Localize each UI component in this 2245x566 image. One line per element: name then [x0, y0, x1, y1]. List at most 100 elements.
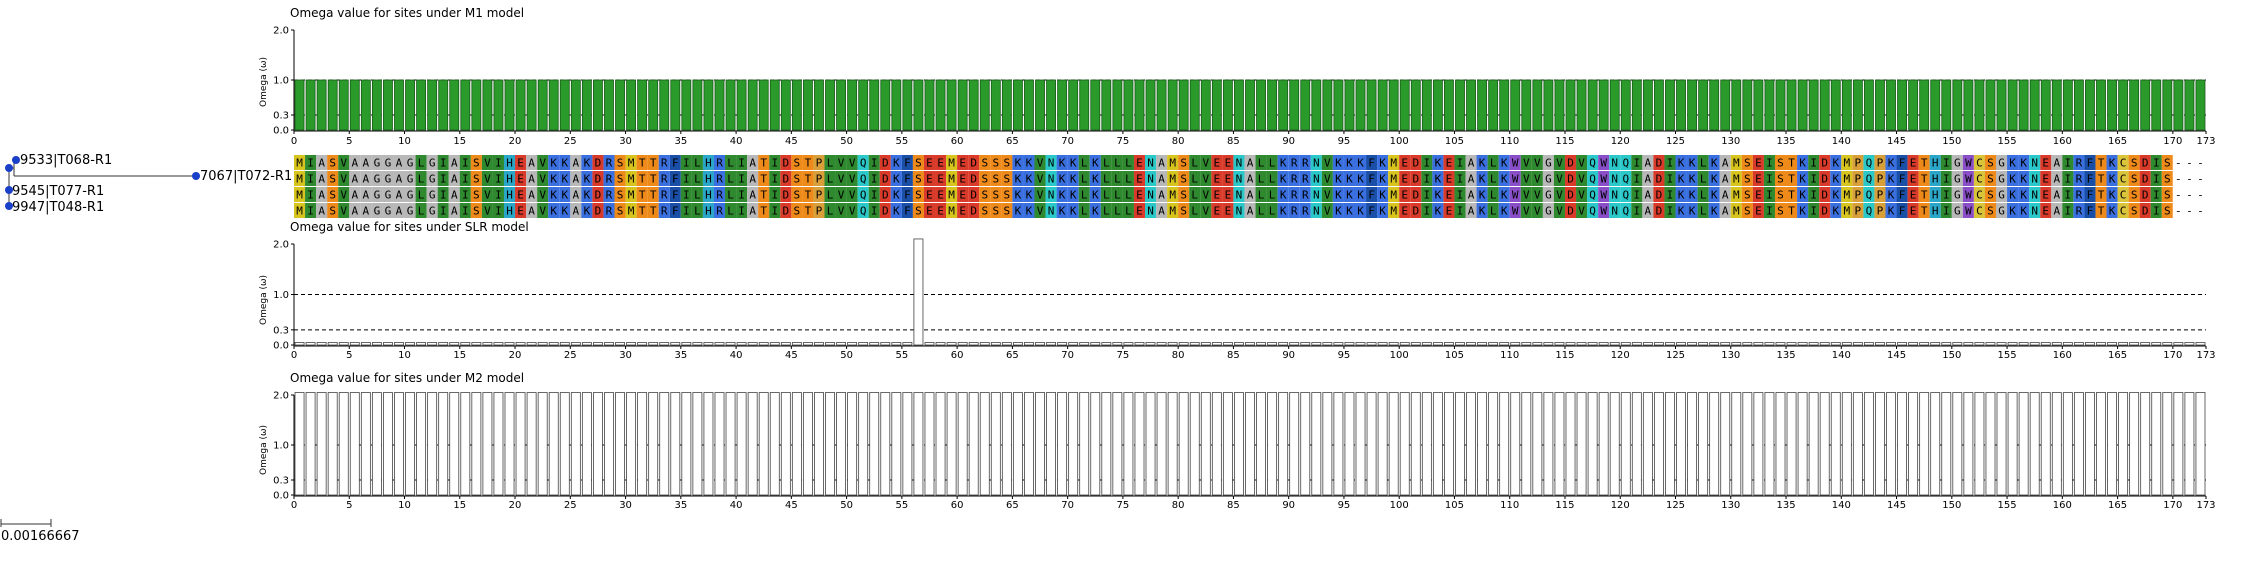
- residue-letter: S: [915, 173, 922, 186]
- omega-bar: [1653, 79, 1664, 131]
- residue-letter: K: [1059, 157, 1066, 170]
- omega-bar: [1399, 342, 1410, 346]
- omega-bar: [1996, 342, 2007, 346]
- omega-bar: [1852, 342, 1863, 346]
- omega-bar: [1156, 392, 1167, 496]
- residue-letter: K: [584, 173, 591, 186]
- residue-letter: K: [1357, 157, 1364, 170]
- residue-letter: L: [694, 205, 701, 218]
- residue-letter: L: [1191, 157, 1198, 170]
- residue-letter: V: [1523, 157, 1530, 170]
- residue-letter: I: [307, 157, 314, 170]
- residue-cell: [1056, 171, 1068, 186]
- residue-letter: T: [639, 157, 646, 170]
- residue-cell: [1774, 187, 1787, 202]
- residue-letter: Q: [860, 157, 867, 170]
- residue-cell: [1697, 187, 1709, 202]
- residue-letter: T: [760, 157, 767, 170]
- omega-bar: [1742, 392, 1753, 496]
- residue-letter: L: [1191, 205, 1198, 218]
- residue-letter: N: [1313, 157, 1320, 170]
- residue-cell: [1122, 171, 1134, 186]
- residue-letter: P: [1877, 189, 1884, 202]
- residue-cell: [592, 171, 604, 186]
- residue-cell: [1443, 203, 1455, 218]
- omega-bar: [1764, 392, 1775, 496]
- residue-cell: [1410, 187, 1422, 202]
- residue-cell: [1940, 171, 1952, 186]
- omega-bar: [493, 392, 504, 496]
- residue-cell: [1830, 155, 1842, 170]
- residue-cell: [1951, 187, 1963, 202]
- omega-bar: [1189, 342, 1200, 346]
- residue-letter: S: [981, 189, 988, 202]
- omega-bar: [438, 79, 449, 131]
- residue-letter: -: [2186, 189, 2193, 202]
- residue-cell: [923, 187, 936, 202]
- residue-letter: S: [1777, 157, 1784, 170]
- residue-cell: [1984, 171, 1997, 186]
- omega-bar: [1145, 392, 1156, 496]
- x-tick-label: 125: [1666, 350, 1685, 361]
- residue-cell: [1730, 171, 1742, 186]
- residue-cell: [1045, 171, 1057, 186]
- residue-letter: A: [1722, 157, 1729, 170]
- residue-letter: E: [1136, 173, 1143, 186]
- residue-cell: [1774, 203, 1787, 218]
- residue-cell: [846, 203, 858, 218]
- residue-cell: [1388, 171, 1400, 186]
- omega-bar: [957, 79, 968, 131]
- residue-cell: [879, 187, 891, 202]
- residue-letter: S: [1180, 189, 1187, 202]
- residue-cell: [2095, 203, 2107, 218]
- omega-bar: [626, 342, 637, 346]
- omega-bar: [1742, 79, 1753, 131]
- omega-bar: [327, 342, 338, 346]
- residue-letter: V: [838, 157, 845, 170]
- omega-bar: [1830, 392, 1841, 496]
- omega-bar: [979, 392, 990, 496]
- omega-bar: [1377, 342, 1388, 346]
- residue-cell: [1200, 171, 1212, 186]
- residue-letter: D: [2142, 173, 2149, 186]
- residue-cell: [725, 171, 737, 186]
- x-tick-label: 130: [1721, 350, 1740, 361]
- residue-cell: [868, 203, 880, 218]
- x-tick-label: 115: [1555, 136, 1574, 147]
- residue-cell: [1465, 187, 1477, 202]
- omega-bar: [1819, 392, 1830, 496]
- residue-cell: [1023, 155, 1035, 170]
- residue-cell: [1332, 155, 1344, 170]
- omega-bar: [1267, 392, 1278, 496]
- residue-cell: [570, 155, 582, 170]
- residue-letter: D: [1821, 157, 1828, 170]
- residue-cell: [1498, 155, 1510, 170]
- residue-cell: [1863, 203, 1875, 218]
- residue-cell: [736, 171, 748, 186]
- residue-letter: K: [1059, 189, 1066, 202]
- residue-letter: K: [1346, 157, 1353, 170]
- residue-cell: [1299, 203, 1311, 218]
- residue-cell: [1133, 203, 1146, 218]
- residue-letter: A: [363, 189, 370, 202]
- residue-letter: W: [1512, 189, 1519, 202]
- omega-bar: [394, 392, 404, 496]
- residue-letter: N: [1048, 173, 1055, 186]
- omega-bar: [1035, 79, 1045, 131]
- x-tick-label: 140: [1832, 136, 1851, 147]
- residue-letter: D: [1412, 173, 1419, 186]
- residue-cell: [515, 203, 527, 218]
- residue-letter: I: [2065, 205, 2072, 218]
- residue-letter: -: [2197, 205, 2204, 218]
- residue-letter: S: [794, 173, 801, 186]
- residue-letter: G: [1954, 157, 1961, 170]
- residue-letter: Q: [860, 189, 867, 202]
- omega-bar: [1620, 79, 1631, 131]
- residue-cell: [2194, 203, 2206, 218]
- omega-bar: [1167, 79, 1178, 131]
- residue-letter: W: [1600, 173, 1607, 186]
- x-tick-label: 173: [2196, 500, 2215, 511]
- residue-cell: [349, 203, 361, 218]
- residue-cell: [437, 155, 449, 170]
- residue-cell: [1023, 203, 1035, 218]
